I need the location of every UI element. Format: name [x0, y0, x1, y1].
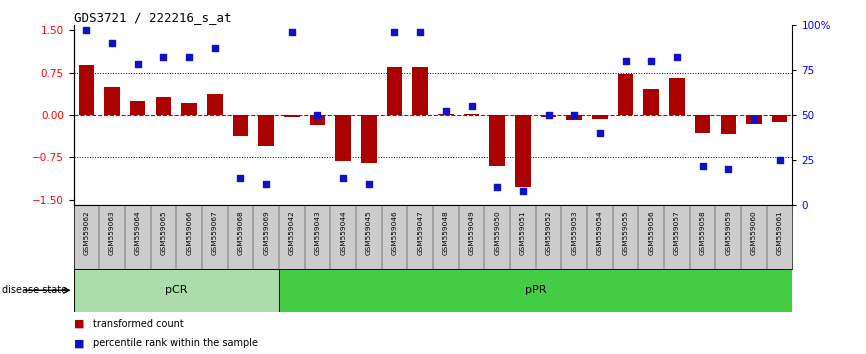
Point — [388, 29, 402, 35]
Point — [721, 166, 735, 172]
Text: GSM559067: GSM559067 — [212, 210, 217, 255]
Bar — [335, 115, 351, 161]
Text: GSM559069: GSM559069 — [263, 210, 269, 255]
Bar — [489, 115, 505, 166]
Point — [157, 55, 171, 60]
Bar — [438, 114, 454, 115]
Bar — [464, 114, 479, 115]
Bar — [643, 88, 659, 115]
Text: GSM559062: GSM559062 — [83, 210, 89, 255]
Bar — [412, 67, 428, 115]
Bar — [79, 65, 94, 115]
Text: GSM559053: GSM559053 — [572, 210, 577, 255]
Bar — [361, 115, 377, 163]
Text: transformed count: transformed count — [93, 319, 184, 329]
Point — [259, 181, 273, 187]
Text: percentile rank within the sample: percentile rank within the sample — [93, 338, 258, 348]
Text: GSM559063: GSM559063 — [109, 210, 115, 255]
Bar — [233, 115, 249, 137]
Text: GSM559054: GSM559054 — [597, 210, 603, 255]
Bar — [207, 93, 223, 115]
Point — [593, 130, 607, 136]
Text: pCR: pCR — [165, 285, 188, 295]
Bar — [130, 101, 145, 115]
Bar — [515, 115, 531, 187]
Point — [208, 45, 222, 51]
Point — [541, 112, 555, 118]
Point — [80, 27, 94, 33]
Point — [234, 176, 248, 181]
Point — [413, 29, 427, 35]
Text: GSM559055: GSM559055 — [623, 210, 629, 255]
Text: ■: ■ — [74, 338, 84, 348]
Text: GSM559061: GSM559061 — [777, 210, 783, 255]
Point — [516, 188, 530, 194]
Text: disease state: disease state — [2, 285, 67, 295]
Text: GSM559057: GSM559057 — [674, 210, 680, 255]
Text: GSM559052: GSM559052 — [546, 210, 552, 255]
Point — [644, 58, 658, 64]
Bar — [695, 115, 710, 133]
Bar — [721, 115, 736, 134]
Text: GSM559058: GSM559058 — [700, 210, 706, 255]
Text: GSM559066: GSM559066 — [186, 210, 192, 255]
Text: GSM559046: GSM559046 — [391, 210, 397, 255]
Point — [695, 163, 709, 169]
Point — [439, 109, 453, 114]
Point — [131, 62, 145, 67]
Text: GSM559065: GSM559065 — [160, 210, 166, 255]
Bar — [669, 78, 684, 115]
Text: GDS3721 / 222216_s_at: GDS3721 / 222216_s_at — [74, 11, 231, 24]
Text: GSM559042: GSM559042 — [289, 210, 294, 255]
Bar — [387, 67, 402, 115]
Point — [490, 184, 504, 190]
Text: GSM559059: GSM559059 — [725, 210, 731, 255]
Point — [285, 29, 299, 35]
Point — [362, 181, 376, 187]
Text: GSM559060: GSM559060 — [751, 210, 757, 255]
Point — [618, 58, 632, 64]
Text: GSM559050: GSM559050 — [494, 210, 501, 255]
Text: GSM559056: GSM559056 — [649, 210, 654, 255]
Point — [772, 157, 786, 163]
Bar — [540, 115, 556, 117]
Bar — [746, 115, 761, 124]
Text: GSM559068: GSM559068 — [237, 210, 243, 255]
Bar — [284, 115, 300, 117]
Text: GSM559064: GSM559064 — [135, 210, 141, 255]
Text: GSM559045: GSM559045 — [365, 210, 372, 255]
Text: GSM559049: GSM559049 — [469, 210, 475, 255]
Text: pPR: pPR — [525, 285, 546, 295]
Text: ■: ■ — [74, 319, 84, 329]
Point — [567, 112, 581, 118]
Bar — [279, 269, 792, 312]
Point — [105, 40, 119, 46]
Bar — [310, 115, 326, 125]
Bar — [592, 115, 608, 119]
Bar — [566, 115, 582, 120]
Bar — [74, 269, 279, 312]
Text: GSM559043: GSM559043 — [314, 210, 320, 255]
Bar — [258, 115, 274, 146]
Text: GSM559044: GSM559044 — [340, 210, 346, 255]
Bar — [105, 87, 120, 115]
Bar — [156, 97, 171, 115]
Bar — [182, 103, 197, 115]
Point — [464, 103, 478, 109]
Text: GSM559048: GSM559048 — [443, 210, 449, 255]
Bar — [772, 115, 787, 122]
Bar — [617, 74, 633, 115]
Point — [747, 116, 761, 121]
Point — [311, 112, 325, 118]
Text: GSM559051: GSM559051 — [520, 210, 526, 255]
Text: GSM559047: GSM559047 — [417, 210, 423, 255]
Point — [336, 176, 350, 181]
Point — [182, 55, 196, 60]
Point — [670, 55, 684, 60]
